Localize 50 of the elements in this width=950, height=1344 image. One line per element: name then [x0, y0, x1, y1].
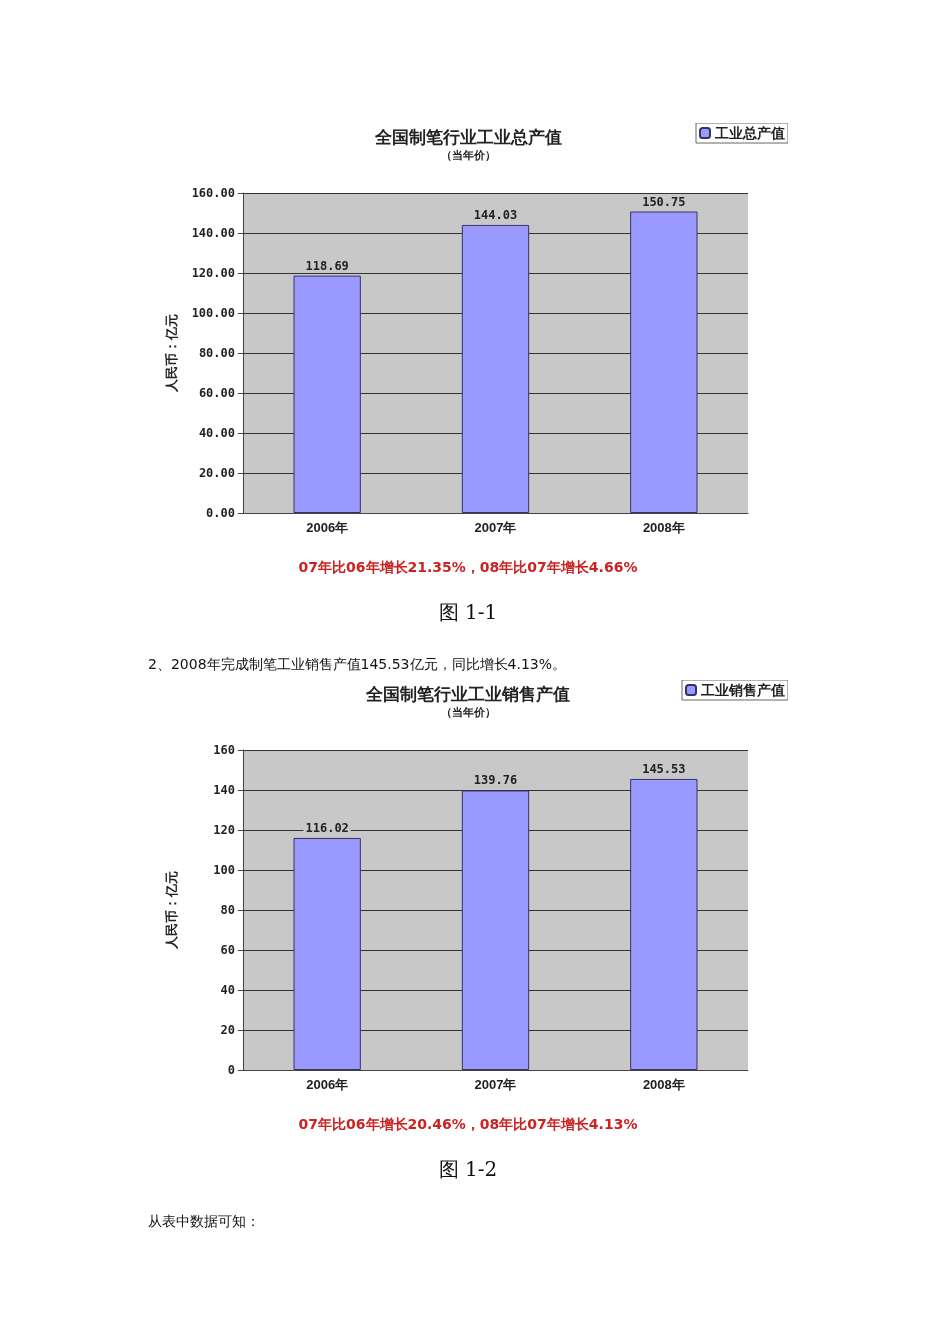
y-tick-label: 60.00 [198, 386, 235, 400]
bar [630, 211, 698, 513]
x-tick-label: 2008年 [642, 1077, 685, 1092]
y-tick-label: 80.00 [198, 346, 235, 360]
caption: 图 1-2 [437, 1156, 499, 1183]
data-label: 145.53 [642, 761, 686, 776]
y-tick-label: 160.00 [191, 186, 235, 200]
y-tick-label: 40 [220, 983, 235, 997]
x-tick-label: 2007年 [474, 1077, 517, 1092]
data-label: 118.69 [305, 258, 349, 273]
bar [461, 224, 530, 513]
y-tick-label: 140.00 [191, 226, 235, 240]
bar [461, 790, 530, 1070]
y-tick-label: 20 [220, 1023, 235, 1037]
y-axis-title: 人民币：亿元 [164, 871, 179, 950]
y-axis-title: 人民币：亿元 [164, 314, 179, 393]
x-tick-label: 2006年 [306, 520, 349, 535]
bar [630, 778, 698, 1070]
y-tick-label: 140 [213, 783, 235, 797]
legend-label: 工业总产值 [714, 125, 785, 141]
y-tick-label: 0.00 [206, 506, 235, 520]
text: 2、2008年完成制笔工业销售产值145.53亿元，同比增长4.13%。 [148, 656, 567, 674]
y-tick-label: 20.00 [198, 466, 235, 480]
y-tick-label: 0 [227, 1063, 235, 1077]
text: 07年比06年增长20.46%，08年比07年增长4.13% [297, 1116, 639, 1134]
chart-subtitle: （当年价） [440, 148, 496, 162]
x-tick-label: 2008年 [642, 520, 685, 535]
chart-title: 全国制笔行业工业总产值 [373, 126, 562, 147]
y-tick-label: 100.00 [191, 306, 235, 320]
x-tick-label: 2007年 [474, 520, 517, 535]
caption: 图 1-1 [437, 599, 499, 626]
y-tick-label: 60 [220, 943, 235, 957]
x-tick-label: 2006年 [306, 1077, 349, 1092]
data-label: 150.75 [642, 194, 686, 209]
y-tick-label: 80 [220, 903, 235, 917]
text: 从表中数据可知： [148, 1213, 261, 1231]
y-tick-label: 160 [213, 743, 235, 757]
y-tick-label: 40.00 [198, 426, 235, 440]
y-tick-label: 120 [213, 823, 235, 837]
y-tick-label: 100 [213, 863, 235, 877]
data-label: 139.76 [473, 773, 518, 788]
data-label: 116.02 [305, 820, 349, 835]
bar [293, 275, 361, 513]
bar [293, 837, 361, 1070]
text: 07年比06年增长21.35%，08年比07年增长4.66% [297, 559, 639, 577]
chart-subtitle: （当年价） [440, 705, 496, 719]
y-tick-label: 120.00 [191, 266, 235, 280]
chart-title: 全国制笔行业工业销售产值 [365, 683, 570, 704]
data-label: 144.03 [473, 207, 518, 222]
legend-label: 工业销售产值 [700, 682, 785, 698]
